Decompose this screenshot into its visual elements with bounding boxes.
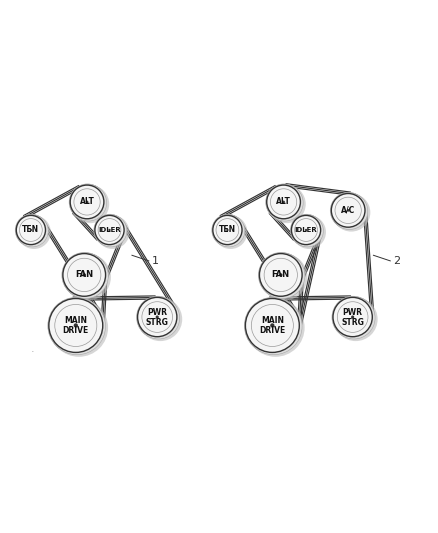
Circle shape — [213, 215, 242, 245]
Circle shape — [226, 229, 229, 231]
Text: A/C: A/C — [341, 206, 355, 215]
Circle shape — [16, 215, 48, 247]
Text: PWR
STRG: PWR STRG — [341, 308, 364, 327]
Circle shape — [49, 298, 108, 357]
Circle shape — [96, 215, 130, 249]
Circle shape — [260, 254, 307, 301]
Circle shape — [266, 184, 303, 221]
Text: TEN: TEN — [219, 225, 236, 235]
Circle shape — [267, 185, 300, 219]
Circle shape — [70, 184, 106, 221]
Circle shape — [279, 273, 283, 277]
Circle shape — [15, 214, 47, 246]
Circle shape — [137, 296, 179, 338]
Circle shape — [95, 215, 124, 245]
Circle shape — [351, 316, 354, 319]
Text: 1: 1 — [152, 256, 159, 266]
Circle shape — [74, 324, 78, 328]
Text: IDLER: IDLER — [295, 227, 318, 233]
Text: IDLER: IDLER — [98, 227, 121, 233]
Text: ALT: ALT — [276, 197, 291, 206]
Text: MAIN
DRIVE: MAIN DRIVE — [259, 316, 286, 335]
Circle shape — [86, 200, 88, 203]
Circle shape — [333, 297, 375, 339]
Circle shape — [64, 254, 111, 301]
Circle shape — [95, 215, 127, 247]
Circle shape — [48, 297, 105, 354]
Circle shape — [63, 253, 108, 298]
Circle shape — [266, 184, 302, 221]
Circle shape — [94, 214, 126, 246]
Circle shape — [290, 214, 322, 246]
Circle shape — [244, 297, 301, 354]
Circle shape — [267, 184, 303, 221]
Circle shape — [138, 297, 177, 337]
Circle shape — [17, 215, 51, 249]
Circle shape — [331, 193, 368, 230]
Circle shape — [305, 229, 307, 231]
Circle shape — [82, 273, 86, 277]
Circle shape — [268, 185, 306, 223]
Circle shape — [258, 253, 304, 298]
Text: MAIN
DRIVE: MAIN DRIVE — [63, 316, 89, 335]
Circle shape — [332, 296, 374, 338]
Circle shape — [291, 215, 323, 247]
Circle shape — [16, 215, 46, 245]
Circle shape — [155, 316, 159, 319]
Circle shape — [138, 297, 180, 339]
Circle shape — [245, 298, 299, 352]
Circle shape — [49, 298, 106, 355]
Circle shape — [108, 229, 111, 231]
Circle shape — [137, 296, 179, 338]
Circle shape — [212, 214, 244, 246]
Circle shape — [292, 215, 326, 249]
Circle shape — [330, 192, 367, 229]
Circle shape — [69, 184, 106, 221]
Circle shape — [62, 253, 108, 298]
Circle shape — [347, 209, 350, 212]
Circle shape — [138, 297, 182, 341]
Circle shape — [245, 298, 302, 355]
Circle shape — [70, 185, 104, 219]
Circle shape — [291, 215, 321, 245]
Circle shape — [16, 215, 48, 247]
Text: 2: 2 — [393, 256, 400, 266]
Circle shape — [49, 298, 103, 352]
Circle shape — [94, 215, 126, 247]
Text: FAN: FAN — [272, 270, 290, 279]
Circle shape — [331, 192, 367, 229]
Circle shape — [259, 254, 302, 296]
Circle shape — [62, 253, 107, 298]
Circle shape — [70, 184, 106, 221]
Circle shape — [214, 215, 247, 249]
Circle shape — [332, 193, 371, 232]
Circle shape — [259, 253, 304, 298]
Circle shape — [332, 296, 374, 338]
Circle shape — [291, 215, 323, 247]
Circle shape — [246, 298, 305, 357]
Circle shape — [334, 297, 378, 341]
Text: PWR
STRG: PWR STRG — [146, 308, 169, 327]
Circle shape — [212, 215, 244, 247]
Text: FAN: FAN — [75, 270, 93, 279]
Text: ·: · — [31, 347, 35, 357]
Circle shape — [213, 215, 245, 247]
Circle shape — [259, 253, 305, 298]
Circle shape — [282, 200, 285, 203]
Text: TEN: TEN — [22, 225, 39, 235]
Circle shape — [63, 254, 106, 296]
Text: ALT: ALT — [80, 197, 95, 206]
Circle shape — [71, 185, 109, 223]
Circle shape — [331, 193, 365, 227]
Circle shape — [48, 297, 105, 354]
Circle shape — [270, 324, 275, 328]
Circle shape — [245, 297, 301, 354]
Circle shape — [30, 229, 32, 231]
Circle shape — [333, 297, 372, 337]
